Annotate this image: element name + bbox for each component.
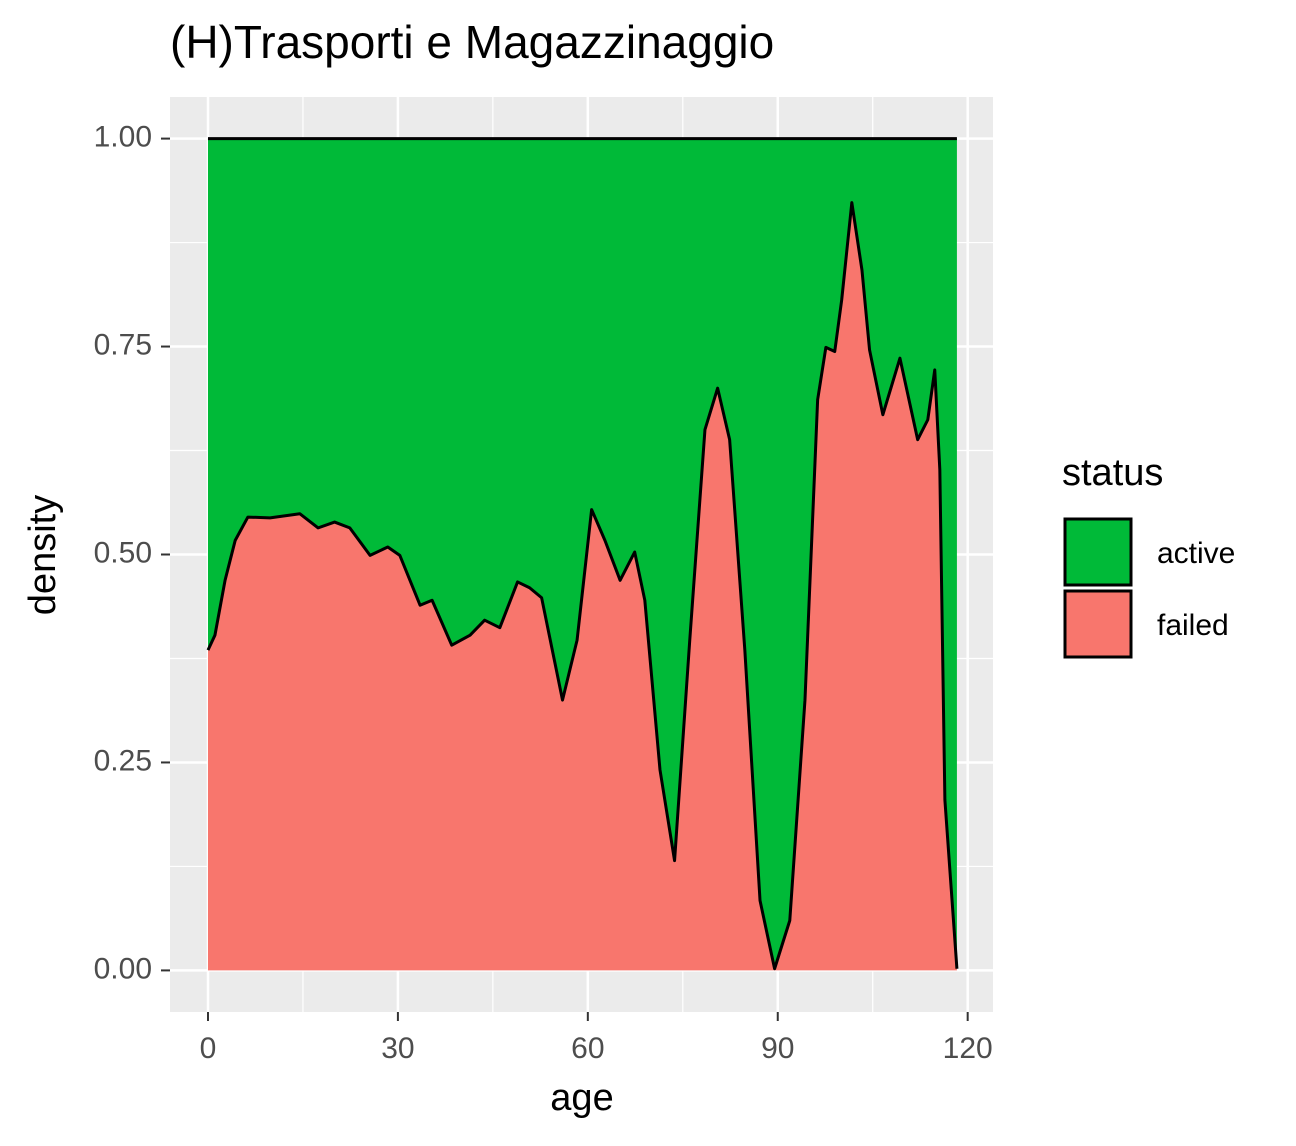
y-tick-label: 0.75 [94,328,152,361]
legend-key [1063,517,1133,587]
x-tick-label: 90 [761,1032,794,1065]
y-tick-label: 1.00 [94,121,152,154]
legend-title: status [1062,452,1163,494]
x-tick-label: 120 [943,1032,993,1065]
x-tick-label: 0 [200,1032,217,1065]
chart-title: (H)Trasporti e Magazzinaggio [170,16,774,68]
y-tick-label: 0.25 [94,744,152,777]
x-axis-title: age [550,1077,613,1119]
x-tick-label: 60 [571,1032,604,1065]
y-tick-label: 0.50 [94,536,152,569]
y-tick-label: 0.00 [94,952,152,985]
density-line [206,201,959,971]
density-area [207,138,957,969]
legend-label: active [1157,537,1235,570]
y-axis-title: density [22,495,64,615]
legend-label: failed [1157,609,1229,642]
x-tick-label: 30 [381,1032,414,1065]
legend-key [1063,589,1133,659]
density-area [207,202,957,971]
